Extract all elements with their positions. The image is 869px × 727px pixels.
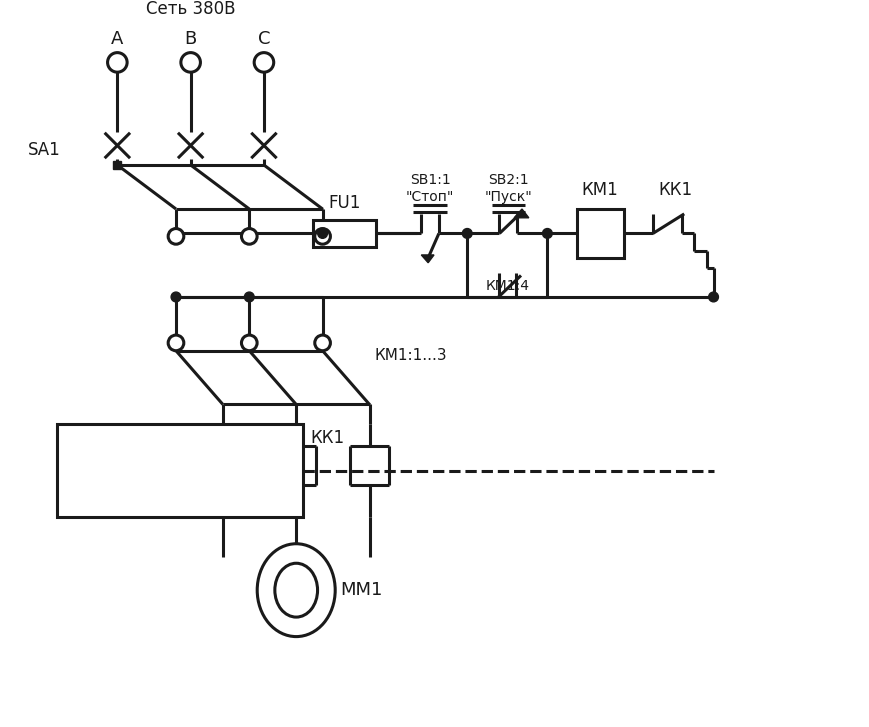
Text: КМ1:1...3: КМ1:1...3 — [375, 348, 447, 363]
Text: КК1: КК1 — [311, 429, 345, 447]
Circle shape — [171, 292, 181, 302]
Circle shape — [315, 335, 330, 350]
Text: SB1:1: SB1:1 — [409, 172, 450, 187]
Circle shape — [242, 335, 257, 350]
Circle shape — [169, 335, 184, 350]
Text: SB2:1: SB2:1 — [488, 172, 528, 187]
Circle shape — [542, 228, 553, 238]
Text: КМ1:4: КМ1:4 — [485, 279, 529, 293]
Text: С: С — [258, 30, 270, 48]
Bar — [56, 424, 303, 517]
Circle shape — [108, 52, 127, 72]
Circle shape — [462, 228, 472, 238]
Text: "Стоп": "Стоп" — [406, 190, 454, 204]
Circle shape — [254, 52, 274, 72]
Circle shape — [242, 228, 257, 244]
Text: КМ1: КМ1 — [581, 181, 619, 199]
Bar — [313, 220, 376, 247]
Text: "Пуск": "Пуск" — [484, 190, 532, 204]
Circle shape — [708, 292, 719, 302]
Text: ММ1: ММ1 — [340, 581, 382, 599]
Circle shape — [169, 228, 184, 244]
Circle shape — [315, 228, 330, 244]
Polygon shape — [421, 255, 434, 262]
Text: Сеть 380В: Сеть 380В — [146, 1, 235, 18]
Text: SA1: SA1 — [28, 141, 60, 159]
Polygon shape — [514, 209, 529, 218]
Ellipse shape — [257, 544, 335, 637]
Text: КК1: КК1 — [659, 181, 693, 199]
Bar — [577, 209, 624, 258]
Bar — [114, 161, 122, 169]
Circle shape — [244, 292, 254, 302]
Text: А: А — [111, 30, 123, 48]
Circle shape — [181, 52, 201, 72]
Ellipse shape — [275, 563, 317, 617]
Text: FU1: FU1 — [328, 194, 361, 212]
Text: В: В — [184, 30, 196, 48]
Circle shape — [318, 228, 328, 238]
